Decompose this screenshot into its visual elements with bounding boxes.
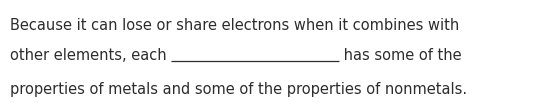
Text: other elements, each: other elements, each: [10, 48, 171, 63]
Text: properties of metals and some of the properties of nonmetals.: properties of metals and some of the pro…: [10, 82, 467, 97]
Text: has some of the: has some of the: [339, 48, 462, 63]
Text: Because it can lose or share electrons when it combines with: Because it can lose or share electrons w…: [10, 18, 459, 33]
